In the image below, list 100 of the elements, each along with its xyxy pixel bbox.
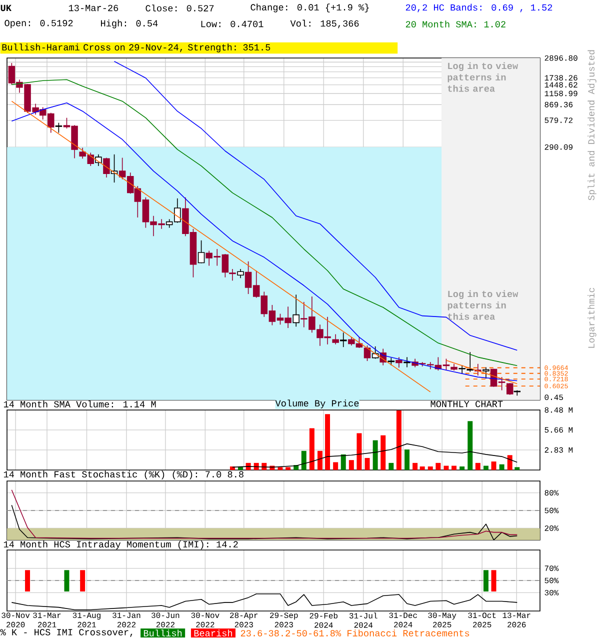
line-series: [114, 60, 518, 351]
candlestick: [396, 356, 402, 368]
bar: [340, 454, 346, 470]
x-tick-label: 30-Nov 2022: [191, 612, 220, 628]
y-tick-label: 20%: [544, 525, 559, 531]
text: 13-Mar-26: [68, 4, 118, 12]
y-tick-label: 1738.26: [544, 75, 578, 81]
chart-title: 14 Month HCS Intraday Momentum (IMI): 14.2: [4, 540, 238, 550]
bar: [254, 462, 259, 470]
y-tick-label: 8.48 M: [544, 407, 573, 413]
bar: [348, 460, 354, 470]
candlestick: [103, 157, 110, 178]
candlestick: [229, 268, 236, 281]
y-tick-label: 2896.80: [544, 55, 578, 61]
candlestick: [404, 356, 410, 368]
bar: [499, 464, 504, 470]
annotation: Log in to view patterns in this area: [448, 290, 518, 320]
bar: [507, 455, 512, 470]
text: Logarithmic: [588, 288, 596, 348]
bar: [380, 435, 386, 470]
chart-title: UK: [0, 4, 12, 12]
y-tick-label: 50%: [544, 578, 559, 584]
chart-title: 14 Month SMA Volume: 1.14 M: [4, 400, 156, 408]
bar: [372, 440, 378, 470]
y-tick-label: 30%: [544, 590, 559, 596]
band-label: Log in to view patterns in this area: [448, 62, 518, 92]
bar: [388, 462, 394, 470]
bar: [325, 414, 330, 470]
x-tick-label: 31-Oct 2025: [468, 612, 496, 628]
bar: [396, 410, 402, 470]
y-tick-label: 5.66 M: [544, 427, 573, 433]
x-tick-label: 29-Feb 2024: [310, 612, 338, 628]
x-tick-label: 28-Apr 2023: [230, 612, 258, 628]
text: Bullish: [144, 630, 182, 636]
text: 23.6-38.2-50-61.8% Fibonacci Retracements: [240, 630, 470, 636]
bar: [364, 458, 370, 470]
y-tick-label: 0.45: [544, 394, 563, 400]
x-tick-label: 29-Sep 2023: [270, 612, 298, 628]
candlestick: [332, 334, 339, 345]
candlestick: [55, 122, 62, 134]
y-tick-label: 290.09: [544, 144, 573, 150]
chart-title: 14 Month Fast Stochastic (%K) (%D): 7.0 8.8: [4, 470, 244, 480]
bar: [444, 466, 449, 470]
x-tick-label: 30-Jun 2022: [152, 612, 180, 628]
y-tick-label: 2.83 M: [544, 447, 573, 453]
x-tick-label: 13-Mar 2026: [502, 612, 530, 628]
bar: [475, 462, 480, 470]
candlestick: [198, 240, 205, 264]
bar: [278, 467, 283, 470]
candlestick: [482, 366, 490, 380]
x-tick-label: 31-Mar 2021: [33, 612, 61, 628]
text: MONTHLY CHART: [430, 400, 503, 408]
text: Bearish: [194, 630, 232, 636]
bar: [412, 462, 418, 470]
candlestick: [292, 294, 300, 328]
candlestick: [364, 345, 371, 362]
candlestick: [237, 268, 244, 279]
text: Low: 0.4701: [201, 20, 264, 28]
bar: [356, 433, 362, 470]
bar: [491, 462, 496, 470]
bar: [309, 428, 314, 470]
x-tick-label: 31-Aug 2021: [72, 612, 100, 628]
bar: [317, 450, 322, 470]
text: Open: 0.5192: [4, 20, 73, 28]
text: Close: 0.527: [146, 4, 214, 12]
y-tick-label: 50%: [544, 508, 559, 514]
bar: [404, 449, 410, 470]
text: Change: 0.01 {+1.9 %}: [250, 4, 369, 12]
x-tick-label: 30-Nov 2020: [2, 612, 30, 628]
bar: [428, 466, 433, 470]
text: High: 0.54: [100, 20, 158, 28]
bar: [483, 466, 488, 470]
y-tick-label: 1448.62: [544, 82, 578, 88]
text: 20,2 HC Bands: 0.69 , 1.52: [406, 4, 552, 12]
x-tick-label: 31-Jan 2022: [112, 612, 140, 628]
bar: [420, 466, 425, 470]
bar: [452, 466, 457, 470]
candlestick: [340, 332, 347, 348]
y-tick-label: 869.36: [544, 102, 573, 108]
x-tick-label: 30-May 2025: [428, 612, 456, 628]
candlestick: [466, 352, 474, 372]
y-tick-label: 70%: [544, 566, 559, 572]
line-series: [232, 443, 518, 468]
annotation: Volume By Price: [275, 400, 359, 408]
bar: [301, 450, 306, 470]
text: Split and Dividend Adjusted: [588, 50, 596, 200]
y-tick-label: 1158.99: [544, 90, 578, 96]
y-tick-label: 579.72: [544, 118, 573, 124]
text: Bullish-Harami Cross on 29-Nov-24, Strength: 351.5: [2, 44, 270, 52]
text: Vol: 185,366: [290, 20, 359, 28]
x-tick-label: 31-Jul 2024: [349, 612, 378, 628]
bar: [468, 421, 473, 470]
legend-title: % K - HCS IMI Crossover,: [0, 629, 132, 637]
x-tick-label: 31-Dec 2024: [389, 612, 417, 628]
y-tick-label: 80%: [544, 490, 559, 496]
bar: [333, 462, 338, 470]
bar: [460, 466, 465, 470]
bar: [514, 467, 520, 470]
bar: [286, 467, 291, 470]
candlestick: [506, 382, 514, 396]
